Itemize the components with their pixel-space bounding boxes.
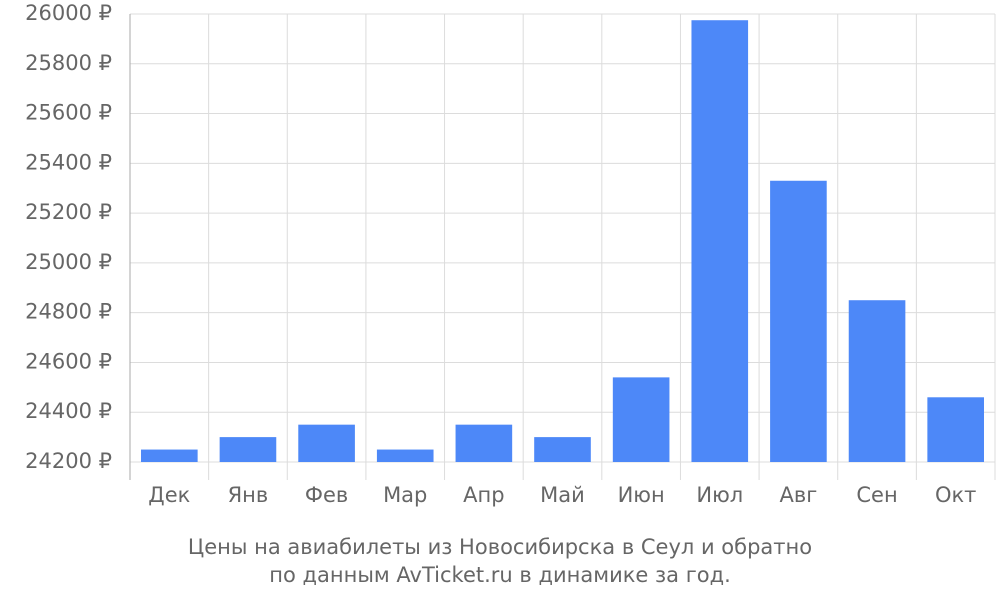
bar (770, 180, 827, 462)
y-tick-label: 25400 ₽ (25, 150, 112, 174)
bar (376, 449, 434, 462)
y-tick-label: 24800 ₽ (25, 300, 112, 324)
bar (848, 300, 906, 462)
x-tick-label: Фев (305, 483, 348, 507)
bar (455, 424, 513, 462)
x-tick-label: Окт (935, 483, 976, 507)
y-tick-label: 25600 ₽ (25, 101, 112, 125)
bar (298, 424, 355, 462)
y-tick-label: 25000 ₽ (25, 250, 112, 274)
bar (141, 449, 198, 462)
x-tick-label: Май (540, 483, 585, 507)
y-tick-label: 25800 ₽ (25, 51, 112, 75)
y-tick-label: 24400 ₽ (25, 399, 112, 423)
chart-subtitle: по данным AvTicket.ru в динамике за год. (269, 563, 731, 587)
x-tick-label: Янв (228, 483, 269, 507)
y-tick-label: 25200 ₽ (25, 200, 112, 224)
x-tick-label: Авг (780, 483, 818, 507)
x-tick-label: Дек (148, 483, 190, 507)
chart-title: Цены на авиабилеты из Новосибирска в Сеу… (188, 535, 812, 559)
bar (691, 20, 749, 462)
bar (612, 377, 670, 462)
x-tick-label: Июн (618, 483, 665, 507)
y-tick-label: 26000 ₽ (25, 1, 112, 25)
bar (534, 437, 591, 462)
bar (219, 437, 277, 462)
x-tick-label: Сен (856, 483, 897, 507)
y-tick-label: 24200 ₽ (25, 449, 112, 473)
x-tick-label: Апр (463, 483, 504, 507)
x-tick-label: Июл (696, 483, 743, 507)
y-tick-label: 24600 ₽ (25, 349, 112, 373)
bar (927, 397, 984, 462)
x-tick-label: Мар (383, 483, 427, 507)
